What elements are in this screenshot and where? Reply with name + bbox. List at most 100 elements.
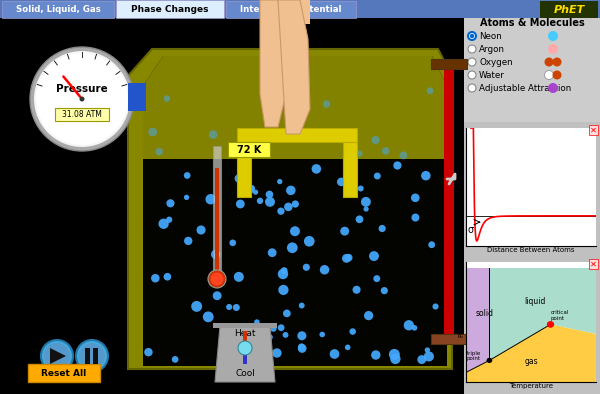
Y-axis label: Pressure: Pressure xyxy=(458,307,464,337)
Bar xyxy=(343,142,357,197)
Text: Solid, Liquid, Gas: Solid, Liquid, Gas xyxy=(16,5,100,14)
Circle shape xyxy=(253,190,258,195)
Circle shape xyxy=(329,349,340,359)
Text: Cool: Cool xyxy=(235,370,255,379)
Circle shape xyxy=(298,343,305,351)
Circle shape xyxy=(364,311,373,320)
Circle shape xyxy=(293,119,302,128)
Circle shape xyxy=(234,272,244,282)
Text: Argon: Argon xyxy=(479,45,505,54)
Circle shape xyxy=(236,200,245,208)
Circle shape xyxy=(151,274,160,282)
Bar xyxy=(28,364,100,382)
Circle shape xyxy=(172,356,178,363)
Circle shape xyxy=(244,184,254,194)
Circle shape xyxy=(468,45,476,53)
Circle shape xyxy=(226,304,232,310)
Bar xyxy=(85,348,90,364)
Circle shape xyxy=(373,275,380,282)
Circle shape xyxy=(268,248,277,257)
Text: Heat: Heat xyxy=(234,329,256,338)
Circle shape xyxy=(209,130,218,139)
Circle shape xyxy=(299,303,305,309)
Circle shape xyxy=(548,31,558,41)
Circle shape xyxy=(412,214,419,221)
Circle shape xyxy=(545,71,554,80)
Bar xyxy=(116,0,224,18)
Circle shape xyxy=(272,348,281,358)
Circle shape xyxy=(548,83,558,93)
Circle shape xyxy=(468,58,476,66)
Circle shape xyxy=(411,193,419,202)
Circle shape xyxy=(292,201,299,208)
Circle shape xyxy=(427,87,433,94)
Text: gas: gas xyxy=(524,357,538,366)
Bar xyxy=(93,348,98,364)
Circle shape xyxy=(44,343,70,369)
Circle shape xyxy=(229,240,236,246)
Text: Oxygen: Oxygen xyxy=(479,58,512,67)
Circle shape xyxy=(284,203,293,211)
Text: ✕: ✕ xyxy=(590,126,597,135)
Circle shape xyxy=(353,286,361,294)
Circle shape xyxy=(553,58,562,67)
Circle shape xyxy=(254,319,260,325)
Bar xyxy=(213,323,277,328)
Polygon shape xyxy=(143,56,447,366)
Circle shape xyxy=(389,349,400,360)
Text: Neon: Neon xyxy=(479,32,502,41)
Circle shape xyxy=(364,206,369,212)
Polygon shape xyxy=(466,324,596,382)
Circle shape xyxy=(203,311,214,322)
Polygon shape xyxy=(278,0,310,134)
Circle shape xyxy=(76,340,108,372)
Bar xyxy=(464,18,600,394)
Polygon shape xyxy=(128,49,452,369)
Circle shape xyxy=(468,32,476,40)
Circle shape xyxy=(211,273,223,286)
Bar xyxy=(237,142,251,197)
Circle shape xyxy=(382,147,389,155)
Circle shape xyxy=(342,254,351,263)
Circle shape xyxy=(304,236,314,247)
Circle shape xyxy=(41,340,73,372)
Circle shape xyxy=(468,84,476,92)
Text: Water: Water xyxy=(479,71,505,80)
Bar xyxy=(243,349,247,364)
Circle shape xyxy=(248,185,255,191)
Polygon shape xyxy=(143,159,447,366)
Circle shape xyxy=(196,225,206,234)
Text: Interaction Potential: Interaction Potential xyxy=(240,5,342,14)
Circle shape xyxy=(344,136,350,142)
Circle shape xyxy=(166,199,175,207)
Text: PhET: PhET xyxy=(553,4,584,15)
Circle shape xyxy=(394,161,401,169)
Circle shape xyxy=(277,179,283,184)
Circle shape xyxy=(311,164,321,174)
Circle shape xyxy=(379,225,386,232)
Circle shape xyxy=(487,358,492,363)
Bar xyxy=(464,18,600,122)
Text: critical
point: critical point xyxy=(551,310,569,321)
Bar xyxy=(55,108,109,121)
Circle shape xyxy=(286,186,296,195)
Circle shape xyxy=(205,194,216,204)
Text: triple
point: triple point xyxy=(467,351,481,361)
Bar xyxy=(0,0,600,18)
Circle shape xyxy=(155,148,163,155)
X-axis label: Distance Between Atoms: Distance Between Atoms xyxy=(487,247,575,253)
Polygon shape xyxy=(215,326,275,382)
Circle shape xyxy=(158,219,169,229)
Polygon shape xyxy=(466,268,490,372)
Circle shape xyxy=(283,332,289,338)
Bar xyxy=(237,128,357,142)
Circle shape xyxy=(36,53,128,145)
Circle shape xyxy=(470,34,474,38)
Circle shape xyxy=(358,186,364,191)
Circle shape xyxy=(79,97,85,102)
Polygon shape xyxy=(50,348,66,364)
Circle shape xyxy=(371,136,380,144)
Circle shape xyxy=(468,71,476,79)
Circle shape xyxy=(265,197,275,207)
Circle shape xyxy=(166,217,172,223)
